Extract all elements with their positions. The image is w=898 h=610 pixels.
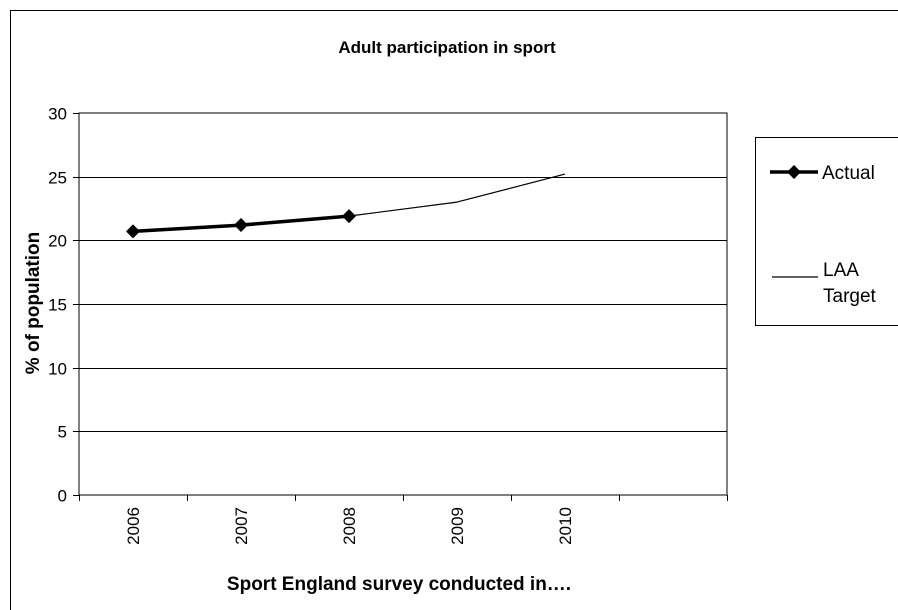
y-tick-label-15: 15 (48, 296, 67, 315)
legend: Actual LAA Target (755, 137, 898, 326)
legend-actual-marker (787, 165, 801, 179)
legend-laa-label-line1: LAA (823, 260, 859, 281)
x-tick-label-2008: 2008 (340, 507, 359, 545)
x-tick-label-2009: 2009 (448, 507, 467, 545)
x-tick-label-2006: 2006 (124, 507, 143, 545)
point-actual-2007 (234, 218, 248, 233)
series-line-laa-target (348, 173, 566, 217)
legend-box (755, 137, 898, 326)
y-axis-title: % of population (23, 232, 44, 374)
y-tick-label-0: 0 (58, 487, 67, 506)
y-tick-label-20: 20 (48, 232, 67, 251)
x-tick-label-2010: 2010 (556, 507, 575, 545)
x-tick-label-2007: 2007 (232, 507, 251, 545)
y-tick-label-25: 25 (48, 169, 67, 188)
gridlines (78, 112, 728, 496)
x-axis-title: Sport England survey conducted in…. (227, 574, 571, 595)
chart-frame (10, 10, 898, 610)
y-tick-label-10: 10 (48, 360, 67, 379)
point-actual-2006 (126, 224, 140, 239)
chart-title: Adult participation in sport (338, 38, 556, 57)
y-tick-label-30: 30 (48, 105, 67, 124)
legend-laa-label-line2: Target (823, 286, 877, 307)
legend-actual-label: Actual (822, 163, 875, 184)
point-actual-2008 (342, 209, 356, 224)
y-tick-label-5: 5 (58, 423, 67, 442)
series-layer (126, 173, 566, 239)
axes: 0 5 10 15 20 25 30 2006 2007 2008 2009 2010 (48, 105, 728, 545)
